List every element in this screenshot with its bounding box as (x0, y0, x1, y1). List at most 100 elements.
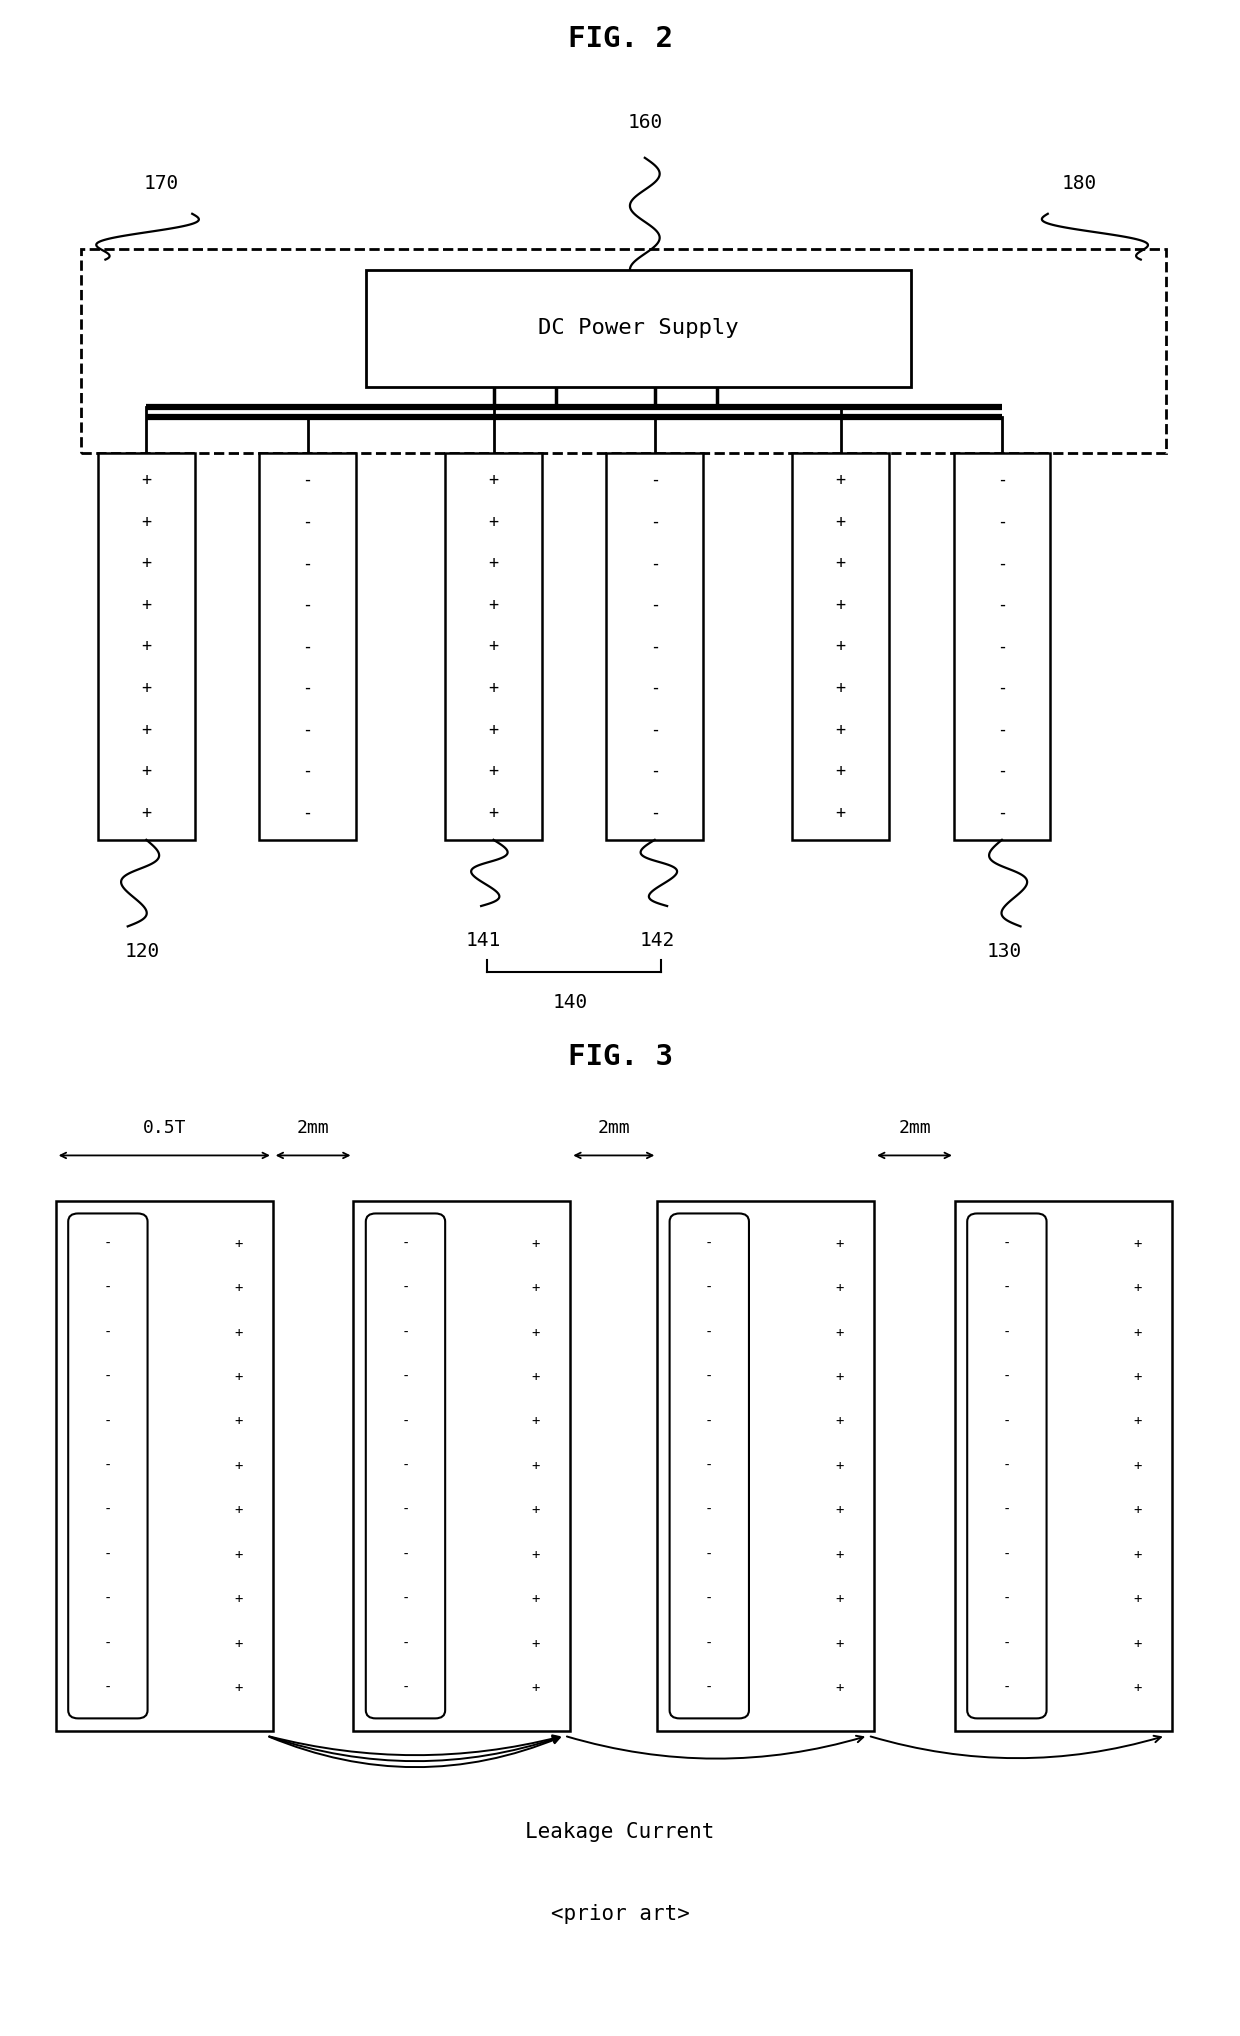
Bar (792, 452, 889, 839)
Text: 180: 180 (1061, 173, 1096, 193)
Text: +: + (234, 1682, 242, 1696)
Text: -: - (997, 804, 1007, 823)
Text: 2mm: 2mm (296, 1120, 330, 1136)
Text: +: + (836, 554, 846, 572)
Text: +: + (141, 513, 151, 531)
Text: -: - (1003, 1281, 1011, 1295)
Text: -: - (997, 470, 1007, 489)
Text: -: - (104, 1460, 112, 1472)
Text: -: - (650, 470, 660, 489)
Text: -: - (706, 1637, 713, 1651)
Text: +: + (1133, 1460, 1141, 1472)
Text: +: + (489, 680, 498, 696)
Text: +: + (836, 637, 846, 656)
Text: -: - (402, 1236, 409, 1250)
Text: -: - (402, 1460, 409, 1472)
Text: +: + (1133, 1637, 1141, 1651)
Text: -: - (650, 721, 660, 739)
Text: -: - (706, 1370, 713, 1384)
Text: +: + (532, 1415, 539, 1429)
Text: -: - (997, 513, 1007, 531)
Bar (366, 271, 911, 387)
Text: -: - (303, 680, 312, 696)
Text: +: + (836, 1503, 843, 1517)
Text: +: + (1133, 1503, 1141, 1517)
Text: -: - (706, 1682, 713, 1696)
Text: +: + (489, 721, 498, 739)
Text: +: + (141, 680, 151, 696)
Text: +: + (532, 1682, 539, 1696)
Text: +: + (1133, 1682, 1141, 1696)
Text: +: + (532, 1325, 539, 1340)
Text: +: + (489, 513, 498, 531)
Text: +: + (532, 1503, 539, 1517)
Text: -: - (1003, 1503, 1011, 1517)
Text: -: - (104, 1415, 112, 1429)
Text: +: + (836, 1281, 843, 1295)
Text: +: + (141, 597, 151, 613)
Text: -: - (706, 1460, 713, 1472)
Text: -: - (402, 1592, 409, 1606)
Text: -: - (402, 1547, 409, 1562)
Text: -: - (997, 637, 1007, 656)
Text: +: + (836, 1460, 843, 1472)
Text: 141: 141 (466, 932, 501, 951)
FancyBboxPatch shape (967, 1213, 1047, 1718)
Text: -: - (303, 597, 312, 613)
Text: -: - (650, 804, 660, 823)
Text: -: - (303, 761, 312, 780)
Text: -: - (1003, 1370, 1011, 1384)
Text: 140: 140 (553, 994, 588, 1012)
Text: +: + (234, 1281, 242, 1295)
Text: -: - (402, 1370, 409, 1384)
Text: -: - (303, 513, 312, 531)
Text: +: + (489, 761, 498, 780)
Text: +: + (532, 1637, 539, 1651)
Text: -: - (104, 1325, 112, 1340)
Text: -: - (997, 597, 1007, 613)
Text: +: + (532, 1370, 539, 1384)
Text: +: + (141, 470, 151, 489)
Text: +: + (532, 1460, 539, 1472)
Text: -: - (706, 1547, 713, 1562)
Text: -: - (303, 637, 312, 656)
Text: -: - (1003, 1682, 1011, 1696)
Text: -: - (104, 1281, 112, 1295)
Bar (81, 248, 1166, 454)
Text: -: - (706, 1236, 713, 1250)
Text: +: + (234, 1236, 242, 1250)
Text: -: - (104, 1637, 112, 1651)
Text: -: - (997, 680, 1007, 696)
Text: 2mm: 2mm (898, 1120, 931, 1136)
Text: +: + (234, 1592, 242, 1606)
Text: +: + (141, 554, 151, 572)
Text: +: + (532, 1592, 539, 1606)
Text: +: + (234, 1547, 242, 1562)
Text: -: - (1003, 1325, 1011, 1340)
Text: -: - (303, 554, 312, 572)
Text: +: + (836, 1236, 843, 1250)
Text: +: + (489, 597, 498, 613)
Text: +: + (141, 804, 151, 823)
Text: -: - (997, 554, 1007, 572)
Text: -: - (706, 1503, 713, 1517)
Text: -: - (650, 513, 660, 531)
Text: +: + (836, 761, 846, 780)
Text: +: + (836, 1415, 843, 1429)
Text: -: - (1003, 1637, 1011, 1651)
Text: Leakage Current: Leakage Current (526, 1822, 714, 1843)
Text: +: + (489, 554, 498, 572)
Text: +: + (836, 1370, 843, 1384)
Text: +: + (141, 721, 151, 739)
Text: -: - (650, 554, 660, 572)
Text: +: + (836, 597, 846, 613)
Text: -: - (104, 1236, 112, 1250)
Text: 170: 170 (144, 173, 179, 193)
Text: -: - (104, 1682, 112, 1696)
Text: 142: 142 (640, 932, 675, 951)
Text: -: - (402, 1325, 409, 1340)
Text: -: - (706, 1592, 713, 1606)
Text: -: - (1003, 1236, 1011, 1250)
Text: +: + (532, 1281, 539, 1295)
Bar (56, 1201, 273, 1731)
